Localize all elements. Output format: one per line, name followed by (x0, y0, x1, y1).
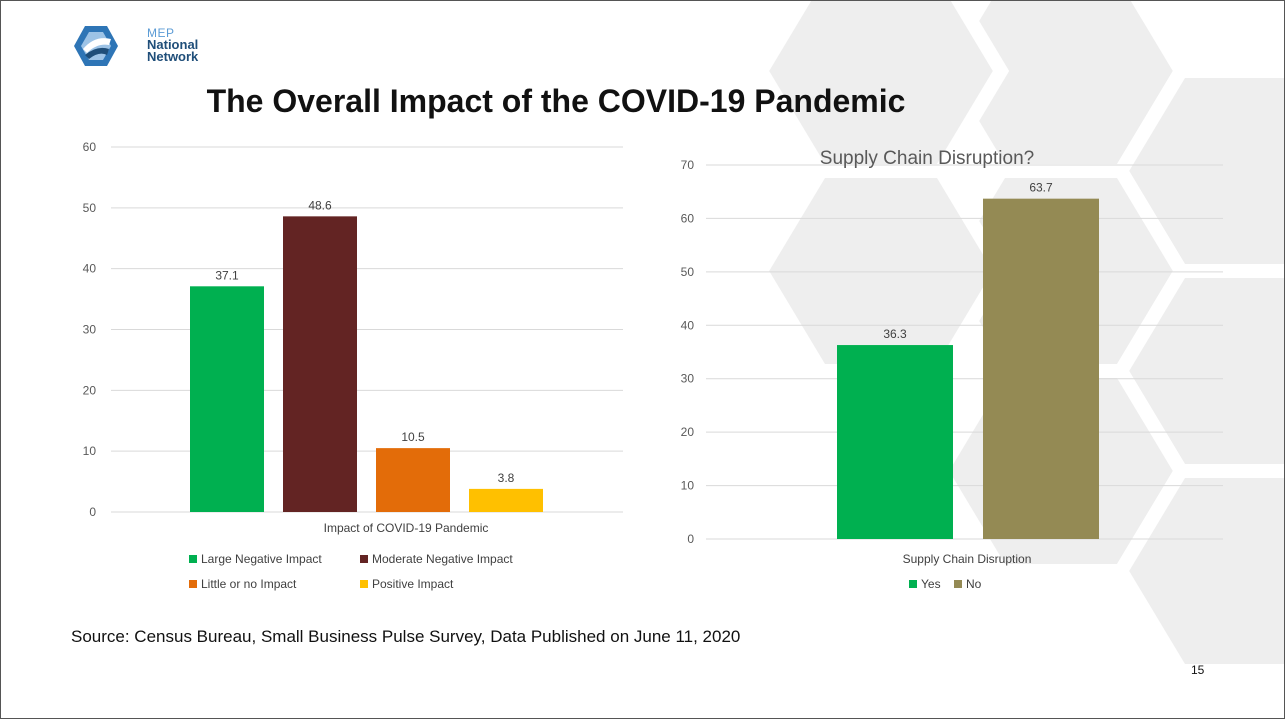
impact-chart: 0 10 20 30 40 50 60 37.1 48.6 10.5 3.8 Impact of CO… (83, 140, 623, 535)
legend-item-little-or-no-impact: Little or no Impact (189, 577, 296, 591)
legend-swatch (360, 580, 368, 588)
legend-swatch (360, 555, 368, 563)
data-label: 63.7 (1029, 181, 1053, 195)
y-tick-label: 50 (681, 265, 695, 279)
y-tick-label: 50 (83, 201, 97, 215)
data-label: 36.3 (883, 327, 907, 341)
y-tick-label: 60 (681, 211, 695, 225)
mep-logo-icon (74, 26, 118, 66)
bar-moderate-negative-impact (283, 216, 357, 512)
y-tick-label: 20 (681, 425, 695, 439)
y-tick-label: 10 (83, 444, 97, 458)
y-tick-label: 70 (681, 158, 695, 172)
y-tick-label: 30 (83, 323, 97, 337)
y-tick-label: 40 (681, 318, 695, 332)
legend-item-large-negative-impact: Large Negative Impact (189, 552, 322, 566)
bar-positive-impact (469, 488, 543, 512)
y-tick-label: 0 (89, 505, 96, 519)
chart-title: Supply Chain Disruption? (820, 148, 1034, 169)
legend-label: Little or no Impact (201, 577, 297, 591)
bar-little-or-no-impact (376, 448, 450, 512)
legend-label: Moderate Negative Impact (372, 552, 513, 566)
logo-wordmark: MEP National Network (147, 27, 198, 63)
legend-swatch (189, 580, 197, 588)
bar-large-negative-impact (190, 286, 264, 512)
y-tick-label: 0 (687, 532, 694, 546)
legend-label: Large Negative Impact (201, 552, 322, 566)
data-label: 37.1 (215, 268, 239, 282)
bar-yes (837, 345, 953, 539)
legend-swatch (954, 580, 962, 588)
y-tick-label: 10 (681, 479, 695, 493)
x-axis-label: Supply Chain Disruption (903, 552, 1032, 566)
logo-line-1: MEP (147, 26, 175, 40)
legend-label: No (966, 577, 982, 591)
bar-no (983, 198, 1099, 539)
y-tick-label: 30 (681, 372, 695, 386)
y-tick-label: 20 (83, 383, 97, 397)
data-label: 48.6 (308, 198, 332, 212)
legend-label: Yes (921, 577, 941, 591)
legend-item-no: No (954, 577, 981, 591)
y-tick-label: 60 (83, 140, 97, 154)
data-label: 10.5 (401, 430, 425, 444)
slide-title: The Overall Impact of the COVID-19 Pande… (206, 83, 906, 119)
legend-label: Positive Impact (372, 577, 454, 591)
logo-line-2: National (147, 37, 199, 52)
page-number: 15 (1191, 663, 1205, 677)
legend-swatch (189, 555, 197, 563)
legend-item-moderate-negative-impact: Moderate Negative Impact (360, 552, 513, 566)
logo-line-3: Network (147, 49, 199, 64)
y-tick-label: 40 (83, 262, 97, 276)
source-note: Source: Census Bureau, Small Business Pu… (71, 627, 741, 646)
data-label: 3.8 (498, 471, 515, 485)
legend-swatch (909, 580, 917, 588)
x-axis-label: Impact of COVID-19 Pandemic (324, 521, 489, 535)
legend-item-positive-impact: Positive Impact (360, 577, 453, 591)
supply-chain-chart: 0 10 20 30 40 50 60 70 Supply Chain Disruption? 3… (681, 148, 1223, 566)
legend-item-yes: Yes (909, 577, 941, 591)
